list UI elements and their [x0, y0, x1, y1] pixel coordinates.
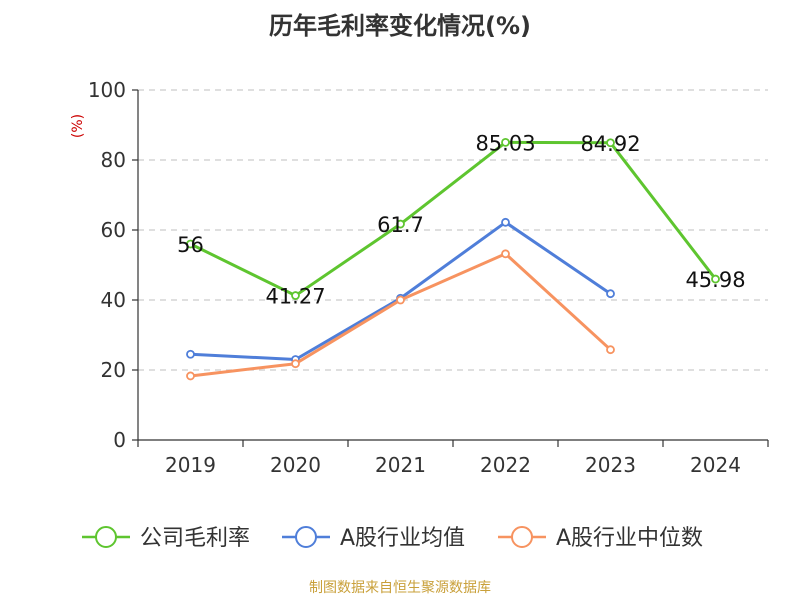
x-tick-label: 2021 [375, 453, 426, 477]
y-tick-label: 80 [101, 148, 126, 172]
x-tick-label: 2020 [270, 453, 321, 477]
series-1 [186, 137, 720, 300]
legend-item: A股行业均值 [282, 526, 465, 551]
legend: 公司毛利率 A股行业均值 A股行业中位数 [82, 526, 703, 551]
data-point [186, 239, 195, 249]
data-point [606, 138, 615, 148]
y-tick-label: 40 [101, 288, 126, 312]
x-tick-label: 2024 [690, 453, 741, 477]
data-point [396, 219, 405, 229]
series-line [189, 140, 717, 298]
y-tick-label: 60 [101, 218, 126, 242]
data-label: 85.03 [475, 131, 535, 155]
y-tick-label: 100 [88, 78, 126, 102]
legend-label: A股行业中位数 [556, 526, 703, 551]
series-lines [186, 137, 720, 381]
legend-item: A股行业中位数 [498, 526, 703, 551]
data-point [501, 217, 510, 227]
legend-marker [295, 526, 317, 548]
data-point [291, 291, 300, 300]
legend-label: 公司毛利率 [140, 526, 250, 551]
data-point [396, 295, 405, 305]
legend-marker [511, 526, 533, 548]
axes: 0 20 40 60 80 100 2019 2020 2021 2022 2023 2024 [88, 78, 769, 477]
legend-marker [95, 526, 117, 548]
data-point [501, 249, 510, 259]
x-tick-label: 2019 [165, 453, 216, 477]
data-point [711, 274, 720, 284]
y-tick-label: 0 [113, 428, 126, 452]
y-tick-label: 20 [101, 358, 126, 382]
data-point [291, 359, 300, 369]
data-label: 84.92 [580, 132, 640, 156]
data-labels: 56 41.27 61.7 85.03 84.92 45.98 [177, 131, 745, 308]
y-axis-unit-label: (%) [70, 114, 86, 138]
source-note: 制图数据来自恒生聚源数据库 [309, 580, 491, 596]
data-label: 56 [177, 233, 204, 257]
data-label: 45.98 [685, 268, 745, 292]
gridlines [138, 89, 768, 371]
chart-title: 历年毛利率变化情况(%) [269, 12, 531, 40]
x-tick-label: 2022 [480, 453, 531, 477]
data-point [186, 349, 195, 359]
x-tick-label: 2023 [585, 453, 636, 477]
data-point [606, 345, 615, 355]
data-label: 61.7 [377, 213, 424, 237]
data-point [501, 137, 510, 147]
data-point [606, 289, 615, 299]
legend-label: A股行业均值 [340, 526, 465, 551]
series-3 [186, 249, 615, 381]
series-2 [186, 217, 615, 364]
data-point [186, 371, 195, 381]
legend-item: 公司毛利率 [82, 526, 250, 551]
data-label: 41.27 [265, 285, 325, 309]
